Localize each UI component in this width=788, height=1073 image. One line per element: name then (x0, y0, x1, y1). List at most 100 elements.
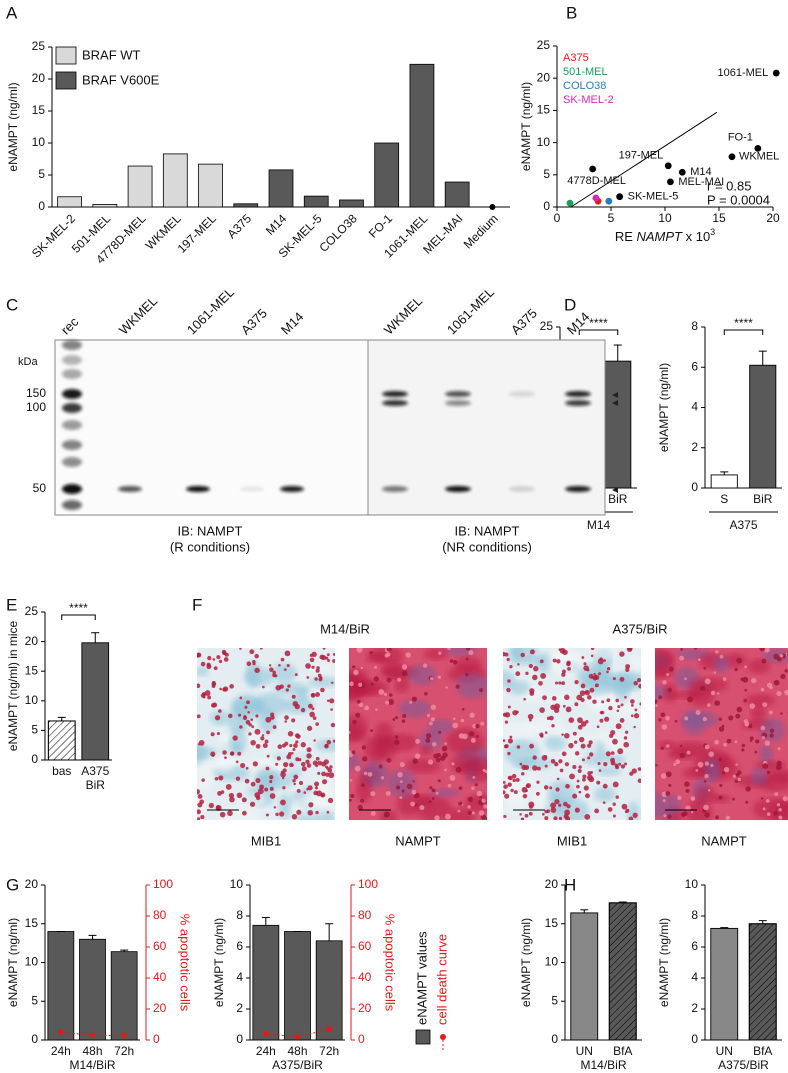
x-tick-label: UN (716, 1044, 733, 1058)
cell (300, 761, 306, 767)
cell (737, 777, 742, 782)
cell (438, 730, 442, 734)
cell (305, 663, 311, 669)
lane-label: M14 (278, 309, 306, 337)
cell (401, 670, 408, 677)
cell (218, 709, 222, 713)
cell (458, 786, 463, 791)
tissue (229, 729, 248, 753)
tissue (587, 690, 612, 712)
blot-band (62, 440, 82, 450)
cell (472, 724, 477, 729)
cell (735, 763, 738, 766)
cell (462, 733, 468, 740)
cell (658, 695, 663, 700)
cell (199, 799, 205, 805)
cell (358, 702, 364, 708)
cell (707, 703, 711, 707)
cell (433, 753, 439, 759)
x-tick-label: BfA (613, 1044, 632, 1058)
cell (624, 695, 627, 699)
cell (315, 722, 319, 726)
cell (615, 765, 620, 770)
x-tick-label: 24h (256, 1044, 276, 1058)
cell (252, 659, 256, 664)
y2-tick-label: 20 (153, 1001, 167, 1015)
cell (399, 796, 403, 800)
cell (660, 773, 667, 779)
cell (637, 778, 641, 784)
cell (370, 729, 374, 733)
cell (515, 671, 521, 677)
cell (444, 813, 451, 820)
tissue (349, 676, 368, 700)
cell (610, 751, 615, 755)
cell (465, 648, 471, 651)
tissue (364, 735, 388, 762)
cell (784, 689, 788, 696)
cell (213, 666, 218, 671)
tissue (593, 786, 616, 802)
cell (429, 786, 433, 790)
cell (388, 693, 393, 697)
cell (536, 766, 541, 771)
cell (523, 697, 526, 701)
panel-label: A (6, 3, 18, 22)
cell (411, 789, 417, 795)
cell (603, 761, 608, 767)
cell (550, 758, 556, 764)
group-label: M14/BiR (69, 1058, 115, 1072)
cell (380, 776, 385, 780)
tissue (750, 704, 767, 722)
cell (241, 797, 247, 803)
cell (437, 779, 441, 783)
cell (300, 742, 306, 748)
cell (604, 716, 610, 722)
tissue (197, 767, 215, 791)
legend-marker (440, 1034, 446, 1040)
y-tick-label: 5 (551, 993, 558, 1007)
y2-tick-label: 0 (153, 1032, 160, 1046)
point-label: M14 (690, 166, 711, 178)
cell (370, 791, 376, 797)
significance-bracket (578, 329, 619, 335)
tissue (455, 674, 487, 699)
y-tick-label: 2 (691, 440, 698, 454)
cell (569, 773, 575, 780)
cell (375, 708, 378, 711)
cell (533, 666, 539, 672)
cell (250, 781, 256, 787)
cell (211, 684, 216, 688)
cell (572, 731, 577, 736)
cell (599, 718, 604, 723)
y-axis-label: eNAMPT (ng/ml) (657, 918, 671, 1007)
cell (556, 659, 561, 664)
x-tick-label: A375 (224, 211, 254, 241)
y-axis-label: eNAMPT (ng/ml) (212, 918, 226, 1007)
cell (558, 759, 563, 764)
cell (658, 718, 662, 722)
y-tick-label: 10 (537, 135, 551, 149)
line (265, 1028, 330, 1038)
cell (662, 680, 667, 685)
cell (383, 692, 388, 696)
cell (329, 698, 335, 704)
cell (504, 712, 511, 718)
cell (207, 695, 212, 700)
cell (703, 666, 707, 670)
cell (264, 787, 269, 792)
cell (528, 811, 533, 816)
cell (251, 725, 255, 729)
tissue (695, 785, 716, 804)
cell (704, 761, 710, 766)
blot-band (62, 340, 82, 350)
x-tick-label: bas (52, 764, 71, 778)
cell (360, 798, 365, 803)
cell (509, 664, 513, 669)
cell (520, 771, 525, 776)
cell (760, 687, 765, 692)
point (754, 144, 762, 152)
cell (574, 807, 580, 813)
y-tick-label: 15 (537, 103, 551, 117)
cell (679, 744, 683, 748)
